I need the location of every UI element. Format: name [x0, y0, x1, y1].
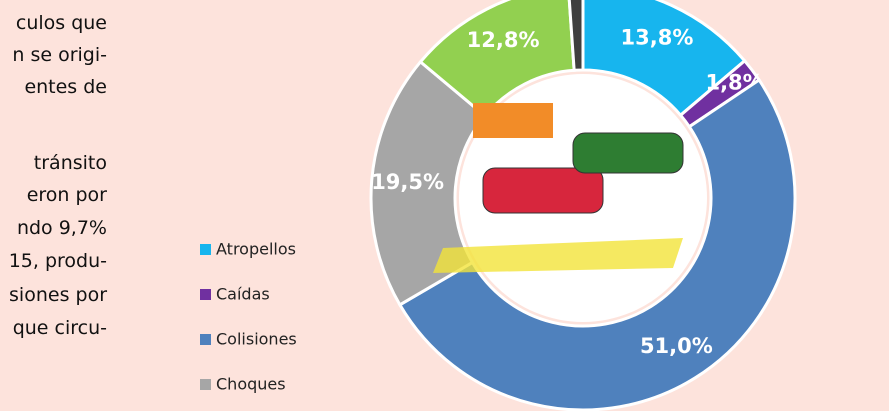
legend-label: Colisiones — [216, 330, 297, 349]
text-line: n se origi- — [12, 44, 107, 66]
text-line: 15, produ- — [9, 250, 107, 272]
data-label: 13,8% — [621, 25, 694, 49]
legend-label: Atropellos — [216, 240, 296, 259]
legend-swatch — [200, 289, 211, 300]
legend-swatch — [200, 244, 211, 255]
donut-chart: 13,8%1,8%51,0%19,5%12,8% — [371, 0, 795, 410]
text-line: ndo 9,7% — [17, 217, 107, 239]
legend-label: Choques — [216, 375, 286, 394]
text-line: siones por — [9, 284, 107, 306]
page: culos que n se origi-entes de tránsito eron… — [0, 0, 889, 411]
text-line: tránsito — [34, 152, 107, 174]
car-red — [483, 168, 603, 213]
legend-swatch — [200, 334, 211, 345]
data-label: 51,0% — [640, 334, 713, 358]
building — [473, 103, 553, 138]
data-label: 19,5% — [371, 170, 444, 194]
car-green — [573, 133, 683, 173]
legend-swatch — [200, 379, 211, 390]
text-line: que circu- — [13, 317, 107, 339]
text-line: culos que — [16, 12, 107, 34]
text-line: eron por — [27, 184, 107, 206]
legend-label: Caídas — [216, 285, 270, 304]
data-label: 12,8% — [467, 28, 540, 52]
text-line: entes de — [24, 76, 107, 98]
